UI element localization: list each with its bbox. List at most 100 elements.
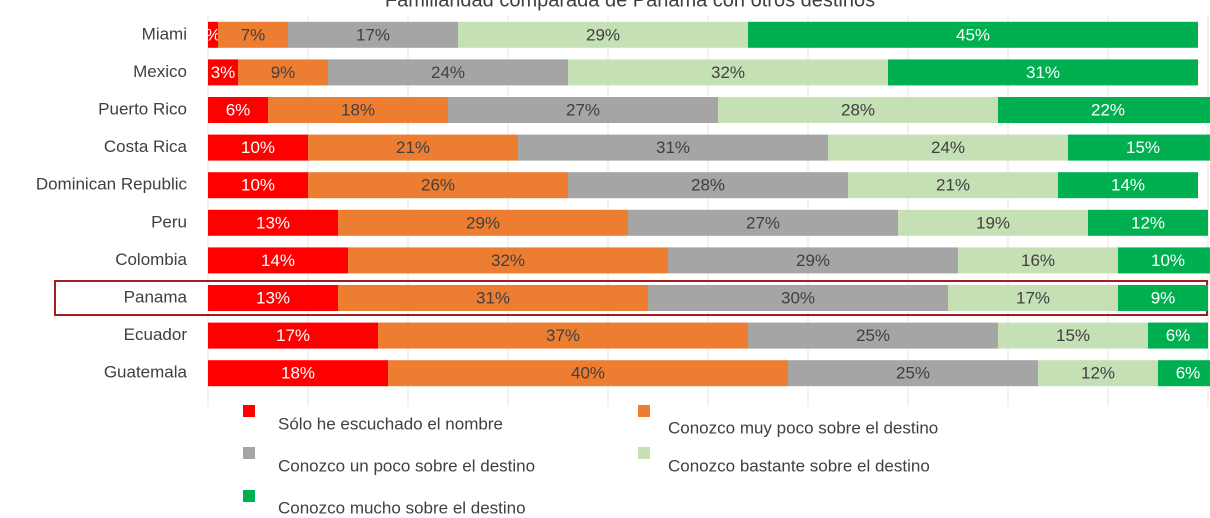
data-label: 26% [421, 176, 455, 195]
bar-segment [948, 285, 1118, 311]
legend: Sólo he escuchado el nombre Conozco muy p… [243, 405, 938, 517]
bar-segment [208, 360, 388, 387]
data-label: 24% [931, 138, 965, 157]
data-label: 14% [1111, 176, 1145, 195]
data-label: 17% [1016, 288, 1050, 307]
legend-label: Conozco bastante sobre el destino [668, 456, 930, 475]
legend-label: Conozco mucho sobre el destino [278, 498, 526, 517]
data-label: 10% [241, 176, 275, 195]
bar-segment [788, 360, 1038, 387]
data-label: 6% [1176, 364, 1201, 383]
bar-segment [1038, 360, 1158, 387]
data-label: 10% [241, 138, 275, 157]
data-label: 28% [691, 176, 725, 195]
bar-segment [898, 209, 1088, 236]
data-label: 18% [341, 100, 375, 119]
bar-segment [208, 21, 218, 48]
data-label: 12% [1131, 213, 1165, 232]
bar-segment [348, 247, 668, 274]
legend-label: Conozco un poco sobre el destino [278, 456, 535, 475]
bar-segment [208, 285, 338, 311]
bar-segment [748, 322, 998, 349]
data-label: 25% [896, 364, 930, 383]
chart-title: Familiaridad comparada de Panamá con otr… [385, 0, 875, 11]
bar-segment [388, 360, 788, 387]
data-label: 29% [796, 251, 830, 270]
bar-segment [668, 247, 958, 274]
bar-segment [1118, 285, 1208, 311]
legend-swatch [638, 447, 650, 459]
bar-segment [288, 21, 458, 48]
bar-segment [218, 21, 288, 48]
bar-segment [1068, 134, 1210, 161]
bar-segment [568, 59, 888, 86]
data-label: 15% [1126, 138, 1160, 157]
bar-segment [718, 97, 998, 123]
legend-label: Conozco muy poco sobre el destino [668, 418, 938, 437]
bar-segment [1058, 172, 1198, 199]
y-tick-label: Costa Rica [104, 137, 188, 156]
data-label: % [205, 25, 220, 44]
bar-segment [1158, 360, 1210, 387]
y-tick-label: Colombia [115, 250, 187, 269]
bar-segment [268, 97, 448, 123]
data-label: 31% [476, 288, 510, 307]
y-tick-label: Miami [142, 24, 187, 43]
data-label: 6% [1166, 326, 1191, 345]
y-tick-label: Mexico [133, 62, 187, 81]
y-tick-label: Puerto Rico [98, 99, 187, 118]
data-label: 10% [1151, 251, 1185, 270]
data-label: 27% [566, 100, 600, 119]
data-label: 27% [746, 213, 780, 232]
data-label: 32% [711, 63, 745, 82]
y-tick-label: Peru [151, 212, 187, 231]
bar-segment [568, 172, 848, 199]
bar-segment [338, 209, 628, 236]
bar-segment [1148, 322, 1208, 349]
data-label: 15% [1056, 326, 1090, 345]
data-label: 40% [571, 364, 605, 383]
data-label: 14% [261, 251, 295, 270]
bar-segment [308, 134, 518, 161]
bar-segment [458, 21, 748, 48]
legend-label: Sólo he escuchado el nombre [278, 414, 503, 433]
legend-swatch [243, 447, 255, 459]
bar-segment [828, 134, 1068, 161]
data-label: 37% [546, 326, 580, 345]
data-label: 31% [1026, 63, 1060, 82]
data-label: 21% [396, 138, 430, 157]
bar-segment [448, 97, 718, 123]
bar-segment [208, 134, 308, 161]
data-label: 9% [1151, 288, 1176, 307]
bar-segment [208, 97, 268, 123]
bar-segment [238, 59, 328, 86]
y-tick-label: Guatemala [104, 363, 188, 382]
y-tick-label: Dominican Republic [36, 175, 188, 194]
bar-segment [308, 172, 568, 199]
legend-swatch [638, 405, 650, 417]
data-label: 25% [856, 326, 890, 345]
bar-segment [848, 172, 1058, 199]
data-label: 32% [491, 251, 525, 270]
data-label: 17% [356, 25, 390, 44]
bar-segment [208, 209, 338, 236]
bar-segment [628, 209, 898, 236]
bar-segment [958, 247, 1118, 274]
bar-segment [648, 285, 948, 311]
bar-segment [378, 322, 748, 349]
data-label: 16% [1021, 251, 1055, 270]
data-label: 13% [256, 213, 290, 232]
bar-segment [1118, 247, 1210, 274]
data-label: 21% [936, 176, 970, 195]
data-label: 29% [586, 25, 620, 44]
bar-segment [208, 172, 308, 199]
data-label: 9% [271, 63, 296, 82]
bars: Miami% 7% 17% 29% 45% Mexico 3% 9% 24% 32% 31% Puer… [36, 21, 1210, 387]
bar-segment [338, 285, 648, 311]
y-tick-label: Ecuador [124, 325, 188, 344]
data-label: 24% [431, 63, 465, 82]
legend-swatch [243, 490, 255, 502]
data-label: 12% [1081, 364, 1115, 383]
data-label: 30% [781, 288, 815, 307]
